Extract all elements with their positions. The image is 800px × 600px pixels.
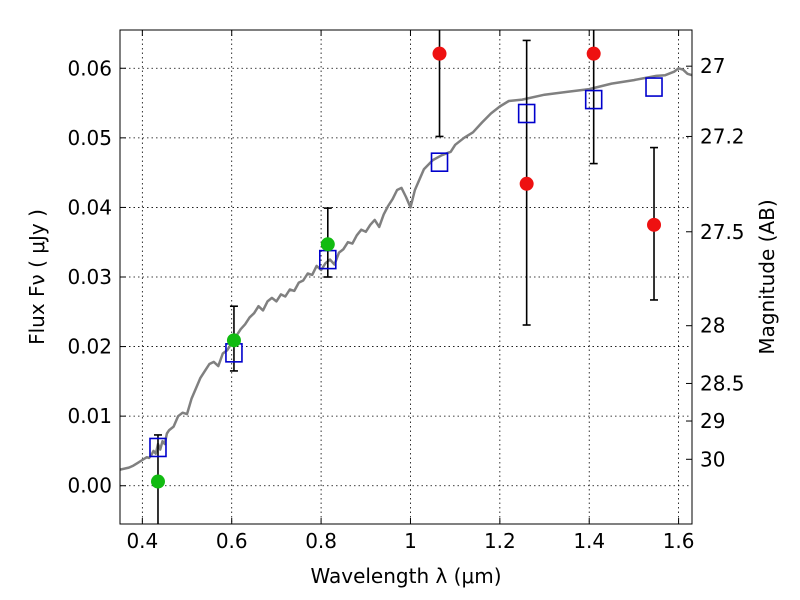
right-y-axis-label: Magnitude (AB) bbox=[755, 199, 779, 354]
axis-ticks bbox=[120, 30, 692, 524]
x-tick-label: 1.2 bbox=[484, 529, 516, 553]
y-tick-label: 0.05 bbox=[67, 126, 112, 150]
right-y-tick-label: 27.2 bbox=[700, 124, 745, 148]
plot-area bbox=[120, 30, 692, 524]
y-axis-label: Flux Fν ( μJy ) bbox=[25, 209, 49, 345]
data-markers bbox=[149, 46, 663, 489]
model-photometry-square bbox=[517, 103, 536, 124]
observed-flux-point bbox=[519, 176, 534, 191]
x-tick-label: 1.6 bbox=[663, 529, 695, 553]
observed-flux-point bbox=[226, 333, 241, 348]
right-y-tick-label: 29 bbox=[700, 409, 725, 433]
gridlines bbox=[120, 30, 692, 524]
x-axis-label: Wavelength λ (μm) bbox=[310, 564, 501, 588]
model-photometry-square bbox=[645, 77, 663, 97]
right-y-tick-label: 28.5 bbox=[700, 371, 745, 395]
right-y-tick-label: 28 bbox=[700, 314, 725, 338]
model-photometry-square bbox=[430, 152, 449, 172]
x-tick-label: 0.8 bbox=[305, 529, 337, 553]
y-tick-label: 0.02 bbox=[67, 335, 112, 359]
right-y-tick-label: 27.5 bbox=[700, 220, 745, 244]
right-y-tick-label: 30 bbox=[700, 447, 725, 471]
model-photometry-square bbox=[149, 437, 167, 458]
y-tick-label: 0.04 bbox=[67, 195, 112, 219]
y-tick-label: 0.06 bbox=[67, 56, 112, 80]
x-tick-label: 0.4 bbox=[126, 529, 158, 553]
model-spectrum bbox=[120, 67, 692, 471]
error-bars bbox=[153, 30, 659, 524]
y-tick-label: 0.01 bbox=[67, 404, 112, 428]
x-tick-label: 1 bbox=[404, 529, 417, 553]
y-tick-label: 0.03 bbox=[67, 265, 112, 289]
observed-flux-point bbox=[150, 474, 165, 489]
tick-labels: 0.4 0.6 0.8 1 1.2 1.4 1.6 0.00 0.01 0.02 0.03 0.04 0… bbox=[67, 54, 744, 553]
model-photometry-square bbox=[584, 89, 603, 110]
observed-flux-point bbox=[320, 237, 335, 252]
x-tick-label: 1.4 bbox=[573, 529, 605, 553]
y-tick-label: 0.00 bbox=[67, 474, 112, 498]
observed-flux-point bbox=[432, 46, 447, 61]
observed-flux-point bbox=[586, 46, 601, 61]
x-tick-label: 0.6 bbox=[216, 529, 248, 553]
observed-flux-point bbox=[647, 217, 662, 232]
model-spectrum-line bbox=[120, 67, 692, 471]
right-y-tick-label: 27 bbox=[700, 54, 725, 78]
